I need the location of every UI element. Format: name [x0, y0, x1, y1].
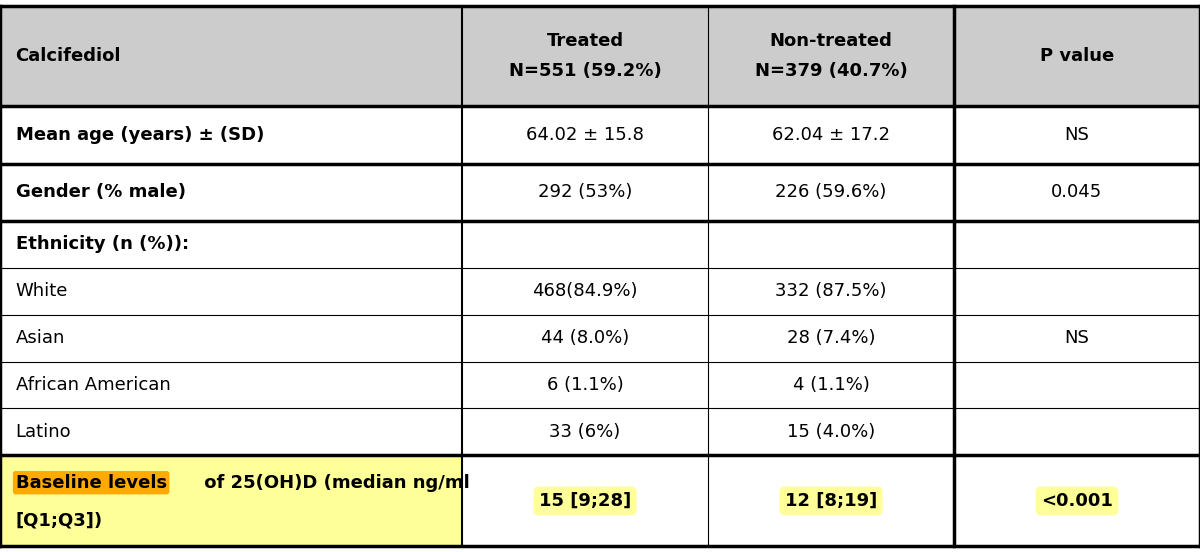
- Text: NS: NS: [1064, 329, 1090, 347]
- Text: <0.001: <0.001: [1042, 492, 1112, 510]
- Bar: [954, 408, 1200, 455]
- Bar: [462, 221, 708, 268]
- Bar: [954, 455, 1200, 546]
- Text: 64.02 ± 15.8: 64.02 ± 15.8: [526, 126, 644, 144]
- Text: 44 (8.0%): 44 (8.0%): [541, 329, 629, 347]
- Bar: [954, 164, 1200, 221]
- Text: Ethnicity (n (%)):: Ethnicity (n (%)):: [16, 235, 188, 253]
- Bar: [954, 268, 1200, 315]
- Bar: [0, 408, 462, 455]
- Text: Treated: Treated: [546, 31, 624, 50]
- Bar: [708, 221, 954, 268]
- Text: N=551 (59.2%): N=551 (59.2%): [509, 62, 661, 81]
- Text: Gender (% male): Gender (% male): [16, 183, 186, 201]
- Text: NS: NS: [1064, 126, 1090, 144]
- Bar: [0, 362, 462, 408]
- Text: N=379 (40.7%): N=379 (40.7%): [755, 62, 907, 81]
- Text: 12 [8;19]: 12 [8;19]: [785, 492, 877, 510]
- Bar: [954, 107, 1200, 164]
- Bar: [708, 315, 954, 362]
- Text: 292 (53%): 292 (53%): [538, 183, 632, 201]
- Text: 33 (6%): 33 (6%): [550, 423, 620, 441]
- Bar: [708, 107, 954, 164]
- Bar: [708, 455, 954, 546]
- Bar: [462, 455, 708, 546]
- Text: Calcifediol: Calcifediol: [16, 47, 121, 65]
- Bar: [462, 164, 708, 221]
- Bar: [708, 164, 954, 221]
- Bar: [0, 164, 462, 221]
- Text: 6 (1.1%): 6 (1.1%): [547, 376, 623, 394]
- Bar: [462, 362, 708, 408]
- Bar: [954, 221, 1200, 268]
- Bar: [0, 221, 462, 268]
- Text: Latino: Latino: [16, 423, 71, 441]
- Text: 15 (4.0%): 15 (4.0%): [787, 423, 875, 441]
- Text: Asian: Asian: [16, 329, 65, 347]
- Bar: [462, 315, 708, 362]
- Bar: [0, 6, 1200, 107]
- Text: 0.045: 0.045: [1051, 183, 1103, 201]
- Text: of 25(OH)D (median ng/ml: of 25(OH)D (median ng/ml: [198, 474, 469, 492]
- Bar: [954, 315, 1200, 362]
- Text: Non-treated: Non-treated: [769, 31, 893, 50]
- Bar: [462, 107, 708, 164]
- Bar: [954, 362, 1200, 408]
- Bar: [0, 107, 462, 164]
- Text: [Q1;Q3]): [Q1;Q3]): [16, 512, 103, 530]
- Text: Baseline levels: Baseline levels: [16, 474, 167, 492]
- Bar: [0, 315, 462, 362]
- Text: 468(84.9%): 468(84.9%): [533, 282, 637, 300]
- Text: 4 (1.1%): 4 (1.1%): [792, 376, 870, 394]
- Text: P value: P value: [1040, 47, 1114, 65]
- Text: 332 (87.5%): 332 (87.5%): [775, 282, 887, 300]
- Text: 62.04 ± 17.2: 62.04 ± 17.2: [772, 126, 890, 144]
- Text: 226 (59.6%): 226 (59.6%): [775, 183, 887, 201]
- Bar: [708, 408, 954, 455]
- Bar: [462, 268, 708, 315]
- Bar: [708, 268, 954, 315]
- Bar: [462, 408, 708, 455]
- Text: 15 [9;28]: 15 [9;28]: [539, 492, 631, 510]
- Text: African American: African American: [16, 376, 170, 394]
- Text: White: White: [16, 282, 68, 300]
- Bar: [0, 268, 462, 315]
- Bar: [0, 455, 462, 546]
- Text: Mean age (years) ± (SD): Mean age (years) ± (SD): [16, 126, 264, 144]
- Bar: [708, 362, 954, 408]
- Text: 28 (7.4%): 28 (7.4%): [787, 329, 875, 347]
